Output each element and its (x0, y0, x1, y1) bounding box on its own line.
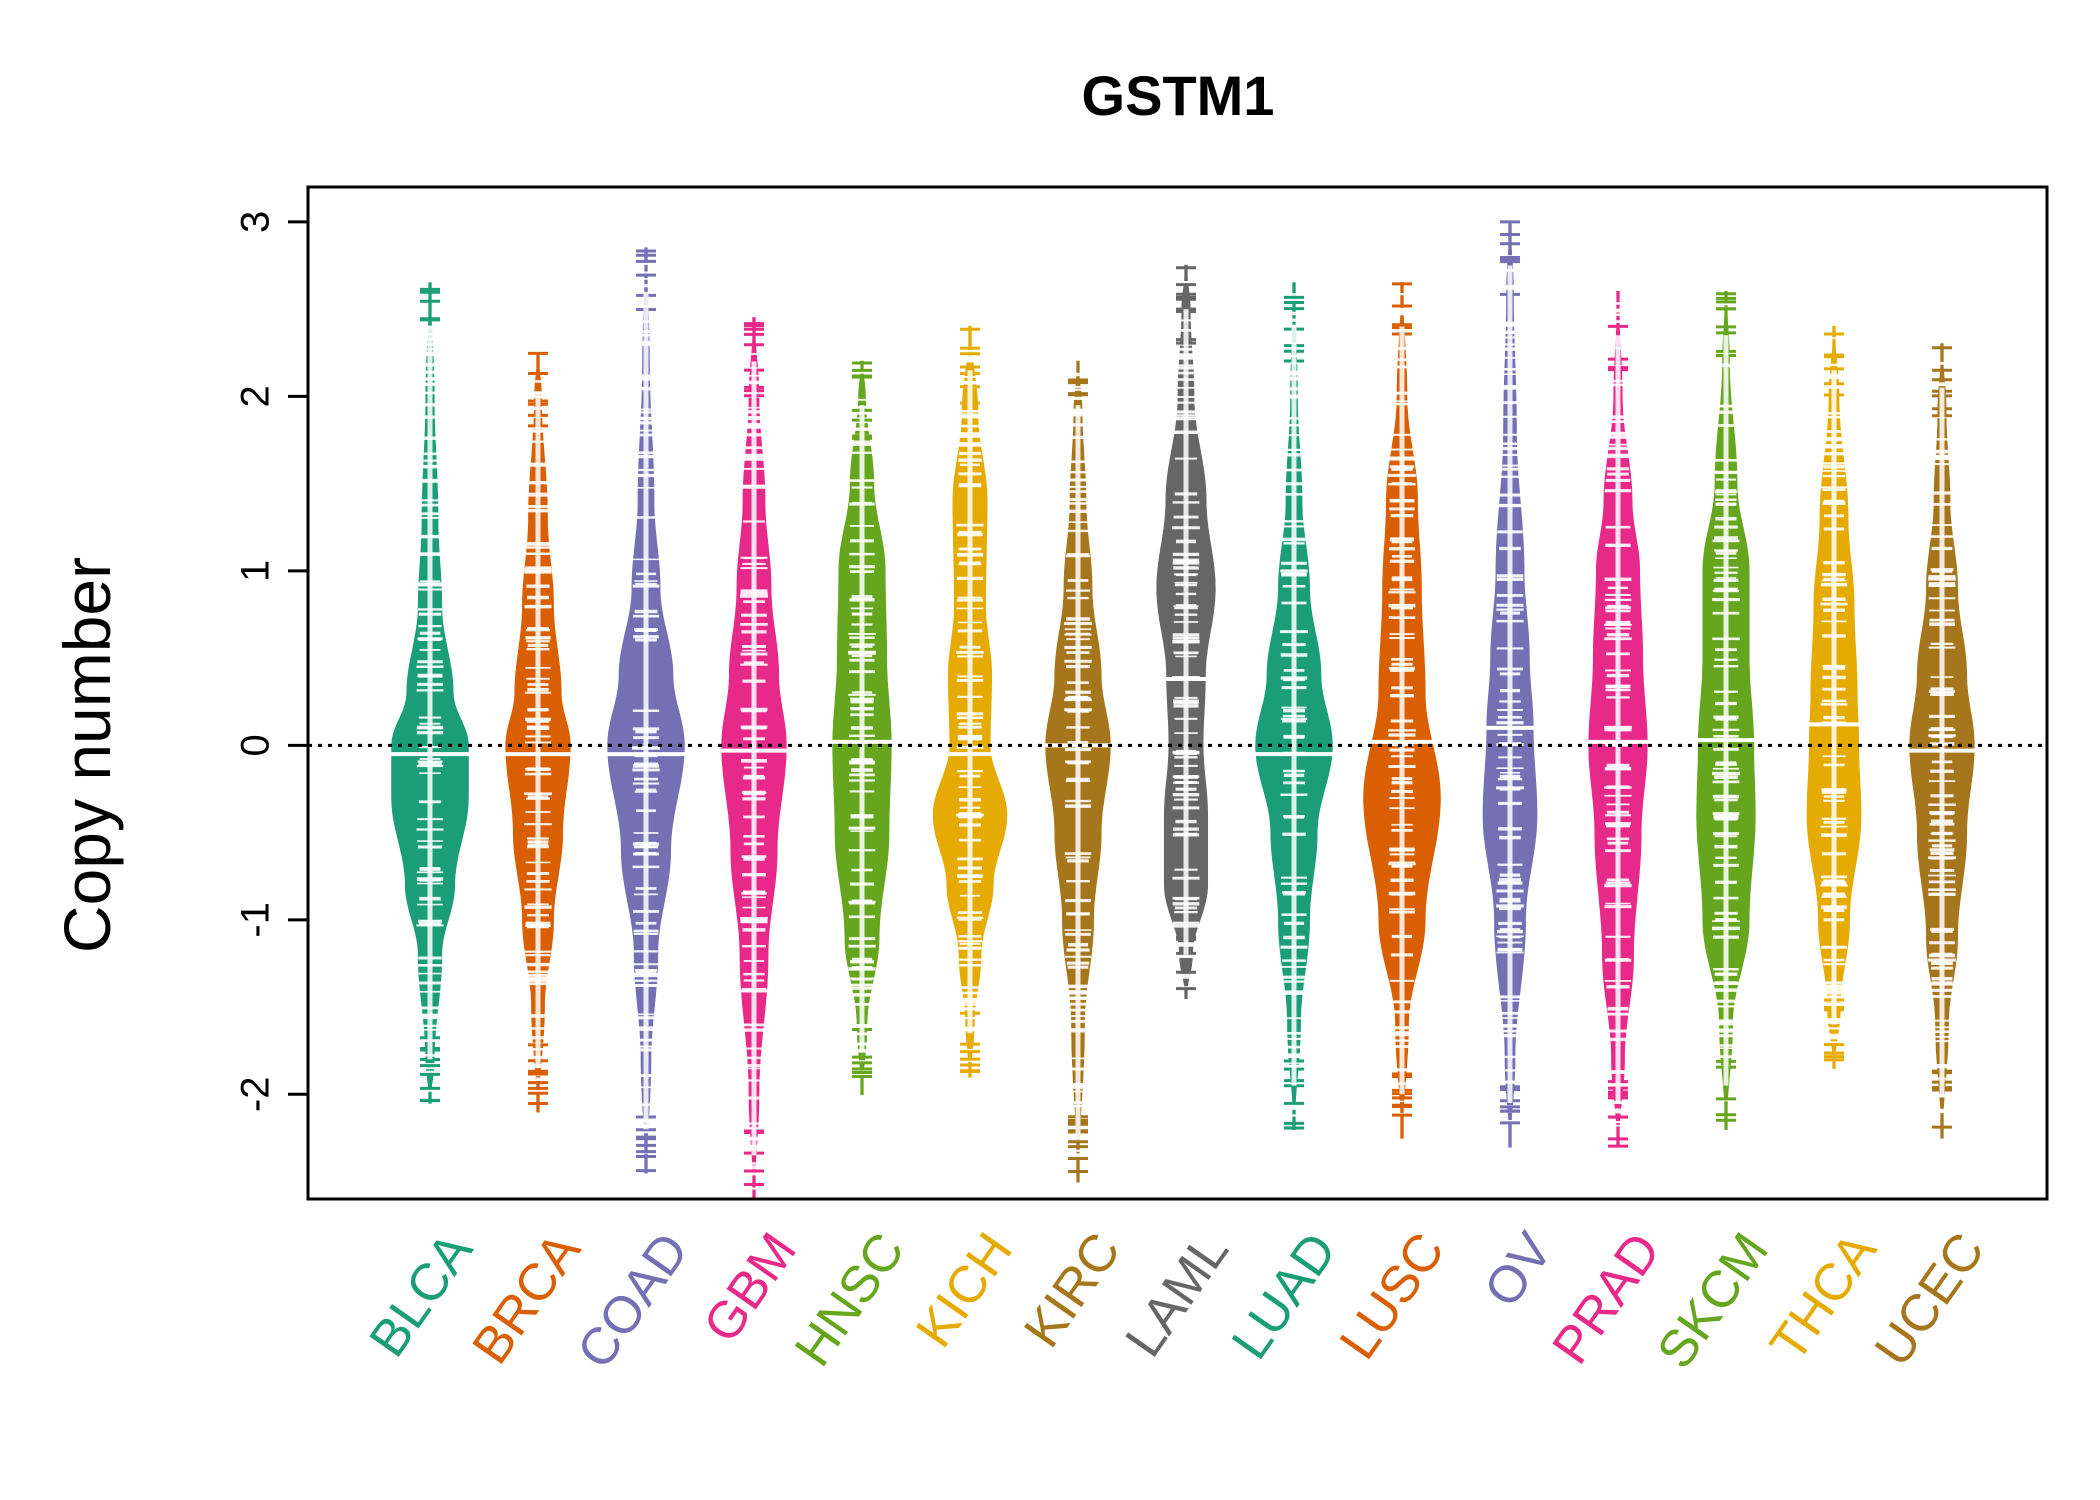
y-tick-label: 2 (234, 385, 278, 407)
chart-title: GSTM1 (1082, 64, 1275, 127)
bean-lines (524, 351, 552, 1106)
y-tick-label: -1 (234, 902, 278, 938)
bean-lines (632, 249, 660, 1173)
category-label-ov: OV (1473, 1222, 1564, 1317)
category-label-lusc: LUSC (1329, 1223, 1456, 1370)
bean-lines (1280, 293, 1308, 1130)
bean-lusc (1358, 282, 1446, 1139)
bean-lines (740, 322, 768, 1190)
category-label-luad: LUAD (1221, 1223, 1348, 1370)
category-label-hnsc: HNSC (784, 1223, 916, 1377)
bean-lines (1928, 346, 1956, 1129)
bean-prad (1574, 290, 1662, 1148)
bean-kirc (1034, 360, 1122, 1183)
bean-group (386, 220, 1986, 1200)
y-tick-label: 3 (234, 211, 278, 233)
plot-frame (306, 185, 2049, 1201)
y-axis: -2 -1 0 1 2 3 (234, 211, 308, 1112)
y-tick-label: -2 (234, 1077, 278, 1113)
category-label-kich: KICH (905, 1223, 1024, 1358)
bean-brca (494, 351, 582, 1113)
category-label-kirc: KIRC (1013, 1223, 1132, 1358)
bean-luad (1250, 282, 1338, 1130)
bean-gbm (710, 317, 798, 1200)
category-label-blca: BLCA (359, 1222, 485, 1367)
category-label-laml: LAML (1115, 1223, 1240, 1368)
bean-lines (1712, 292, 1740, 1122)
category-label-skcm: SKCM (1646, 1223, 1780, 1379)
bean-lines (1064, 372, 1092, 1174)
bean-lines (1172, 266, 1200, 991)
bean-lines (956, 327, 984, 1073)
category-label-coad: COAD (566, 1223, 700, 1379)
bean-laml (1142, 264, 1230, 1000)
bean-lines (1388, 282, 1416, 1117)
category-label-prad: PRAD (1542, 1223, 1672, 1375)
bean-ucec (1898, 343, 1986, 1139)
bean-lines (416, 287, 444, 1103)
bean-ov (1466, 220, 1554, 1148)
bean-hnsc (818, 360, 906, 1096)
bean-thca (1790, 325, 1878, 1069)
bean-blca (386, 282, 474, 1104)
y-tick-label: 1 (234, 560, 278, 582)
y-tick-label: 0 (234, 734, 278, 756)
y-axis-label: Copy number (50, 557, 124, 953)
bean-coad (602, 247, 690, 1174)
bean-lines (1496, 220, 1524, 1125)
bean-lines (848, 361, 876, 1079)
bean-kich (926, 325, 1014, 1078)
category-label-brca: BRCA (462, 1222, 593, 1374)
bean-skcm (1682, 290, 1770, 1130)
category-label-thca: THCA (1759, 1222, 1888, 1371)
category-label-ucec: UCEC (1864, 1223, 1996, 1377)
